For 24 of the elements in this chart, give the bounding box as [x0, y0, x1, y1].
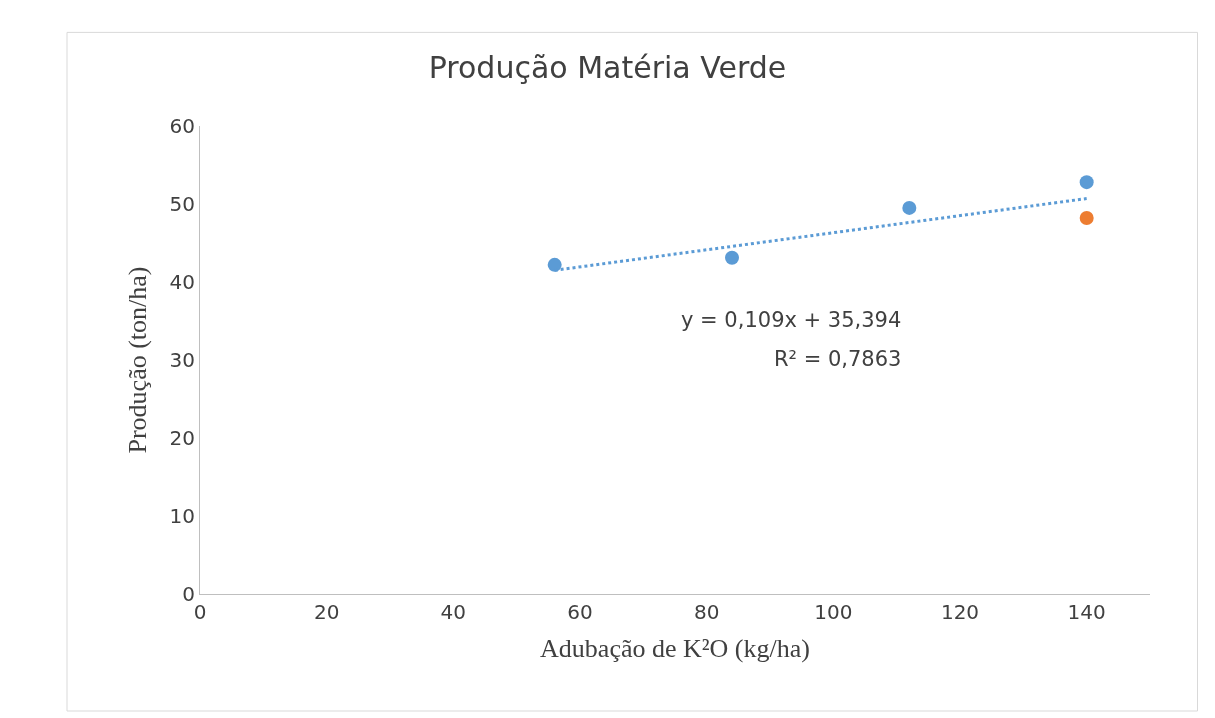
x-tick-label: 20 [313, 600, 340, 624]
annotation: y = 0,109x + 35,394 [681, 308, 902, 332]
point [902, 200, 917, 215]
x-tick-label: 40 [440, 600, 467, 624]
y-tick-label: 40 [169, 270, 195, 294]
y-axis-title: Produção (ton/ha) [122, 266, 152, 454]
x-axis-title: Adubação de K²O (kg/ha) [540, 633, 810, 663]
point [1079, 211, 1094, 226]
x-tick-label: 120 [940, 600, 980, 624]
y-tick-label: 20 [169, 426, 195, 450]
point [725, 250, 739, 265]
point [547, 257, 562, 272]
y-tick-label: 10 [169, 504, 195, 528]
chart-title: Produção Matéria Verde [428, 50, 787, 86]
point [1079, 175, 1094, 190]
x-tick-label: 100 [814, 600, 853, 624]
annotation: R² = 0,7863 [774, 347, 902, 371]
x-tick-label: 140 [1067, 600, 1106, 624]
y-tick-label: 60 [169, 114, 195, 138]
y-tick-label: 0 [182, 582, 195, 606]
x-tick-label: 60 [567, 600, 593, 624]
y-tick-label: 30 [169, 348, 195, 372]
x-tick-label: 80 [693, 600, 720, 624]
y-tick-label: 50 [169, 192, 195, 216]
